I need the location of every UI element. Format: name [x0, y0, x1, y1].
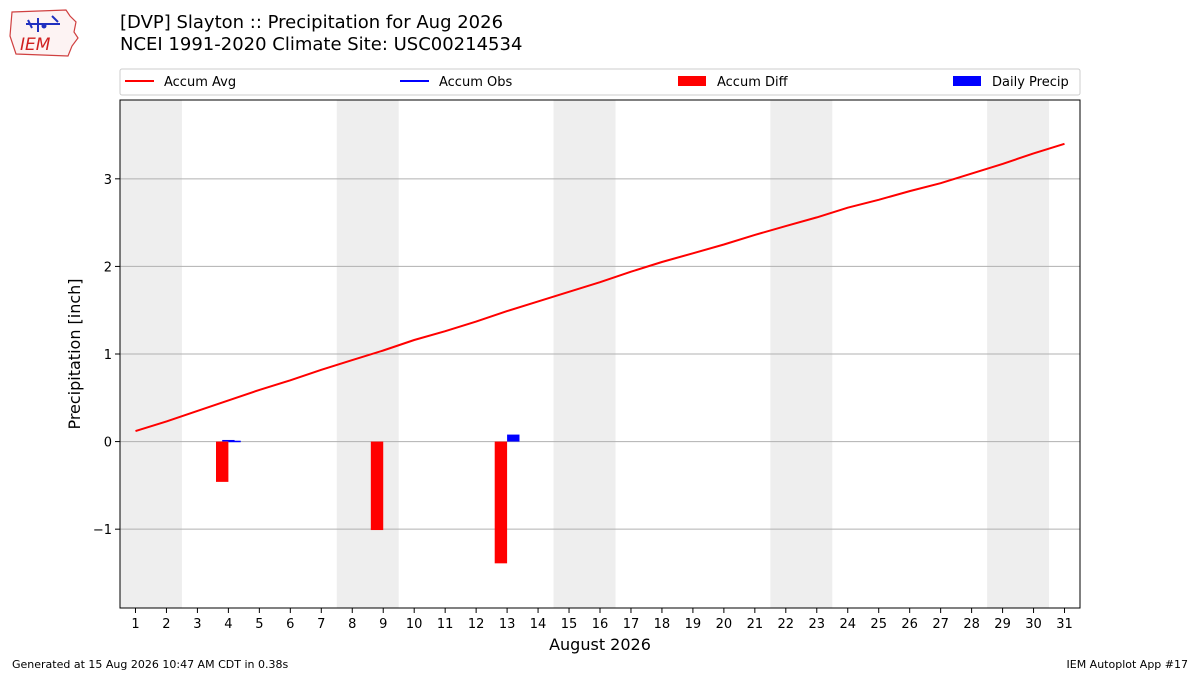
legend-bar-swatch: [678, 76, 706, 86]
x-tick-label: 25: [870, 617, 887, 632]
x-tick-label: 28: [963, 617, 980, 632]
x-tick-label: 29: [994, 617, 1011, 632]
x-tick-label: 12: [468, 617, 485, 632]
y-tick-label: 0: [104, 436, 112, 451]
y-tick-label: 2: [104, 260, 112, 275]
station-dot-icon: [41, 23, 47, 29]
legend-label: Accum Diff: [717, 75, 789, 90]
x-tick-label: 1: [131, 617, 139, 632]
x-tick-label: 23: [809, 617, 826, 632]
accum-avg-line: [135, 142, 1065, 433]
x-tick-label: 24: [839, 617, 856, 632]
footer-app-text: IEM Autoplot App #17: [1066, 658, 1189, 671]
x-tick-label: 11: [437, 617, 454, 632]
x-tick-label: 10: [406, 617, 423, 632]
x-tick-label: 6: [286, 617, 294, 632]
y-tick-label: 3: [104, 173, 112, 188]
x-tick-label: 8: [348, 617, 356, 632]
x-tick-label: 26: [901, 617, 918, 632]
y-tick-label: −1: [93, 523, 112, 538]
title-line-1: [DVP] Slayton :: Precipitation for Aug 2…: [120, 12, 504, 33]
iowa-map-outline-icon: [9, 9, 79, 57]
accum-diff-bar: [216, 441, 229, 482]
x-tick-label: 27: [932, 617, 949, 632]
x-tick-label: 5: [255, 617, 263, 632]
x-tick-label: 19: [685, 617, 702, 632]
accum-diff-bar: [494, 441, 508, 564]
x-tick-label: 9: [379, 617, 387, 632]
x-tick-label: 31: [1056, 617, 1073, 632]
logo-text: IEM: [20, 35, 51, 55]
legend-label: Accum Avg: [164, 75, 236, 90]
title-line-2: NCEI 1991-2020 Climate Site: USC00214534: [120, 34, 523, 55]
x-tick-label: 22: [778, 617, 795, 632]
x-axis-label: August 2026: [549, 635, 651, 654]
x-tick-label: 3: [193, 617, 201, 632]
daily-precip-bar: [507, 434, 520, 442]
x-tick-label: 7: [317, 617, 325, 632]
footer-generated-text: Generated at 15 Aug 2026 10:47 AM CDT in…: [12, 658, 289, 671]
y-axis: −1 0 1 2 3: [93, 173, 120, 538]
chart-title: [DVP] Slayton :: Precipitation for Aug 2…: [120, 12, 522, 56]
x-tick-label: 15: [561, 617, 578, 632]
y-tick-label: 1: [104, 348, 112, 363]
accum-diff-bar: [370, 441, 384, 531]
x-tick-label: 4: [224, 617, 232, 632]
x-tick-label: 21: [747, 617, 764, 632]
x-tick-label: 17: [623, 617, 640, 632]
x-tick-label: 13: [499, 617, 516, 632]
bar-marks: [216, 434, 520, 564]
x-tick-label: 14: [530, 617, 547, 632]
x-tick-label: 20: [716, 617, 733, 632]
legend-label: Accum Obs: [439, 75, 512, 90]
daily-precip-bar: [228, 440, 241, 443]
line-marks: [135, 142, 1065, 442]
x-tick-label: 16: [592, 617, 609, 632]
x-tick-label: 2: [162, 617, 170, 632]
x-tick-label: 30: [1025, 617, 1042, 632]
iem-logo: IEM: [9, 9, 79, 57]
legend-label: Daily Precip: [992, 75, 1069, 90]
legend-frame: [119, 68, 1081, 96]
x-axis: 1 2 3 4 5 6 7 8 9 10 11 12 13 14 15 16 17 18 19 20 21 22 23 24 2…: [131, 608, 1073, 632]
y-axis-label: Precipitation [inch]: [65, 278, 84, 429]
legend-bar-swatch: [953, 76, 981, 86]
grid-lines: [120, 178, 1080, 530]
legend: Accum Avg Accum Obs Accum Diff Daily Precip: [119, 68, 1081, 96]
x-tick-label: 18: [654, 617, 671, 632]
